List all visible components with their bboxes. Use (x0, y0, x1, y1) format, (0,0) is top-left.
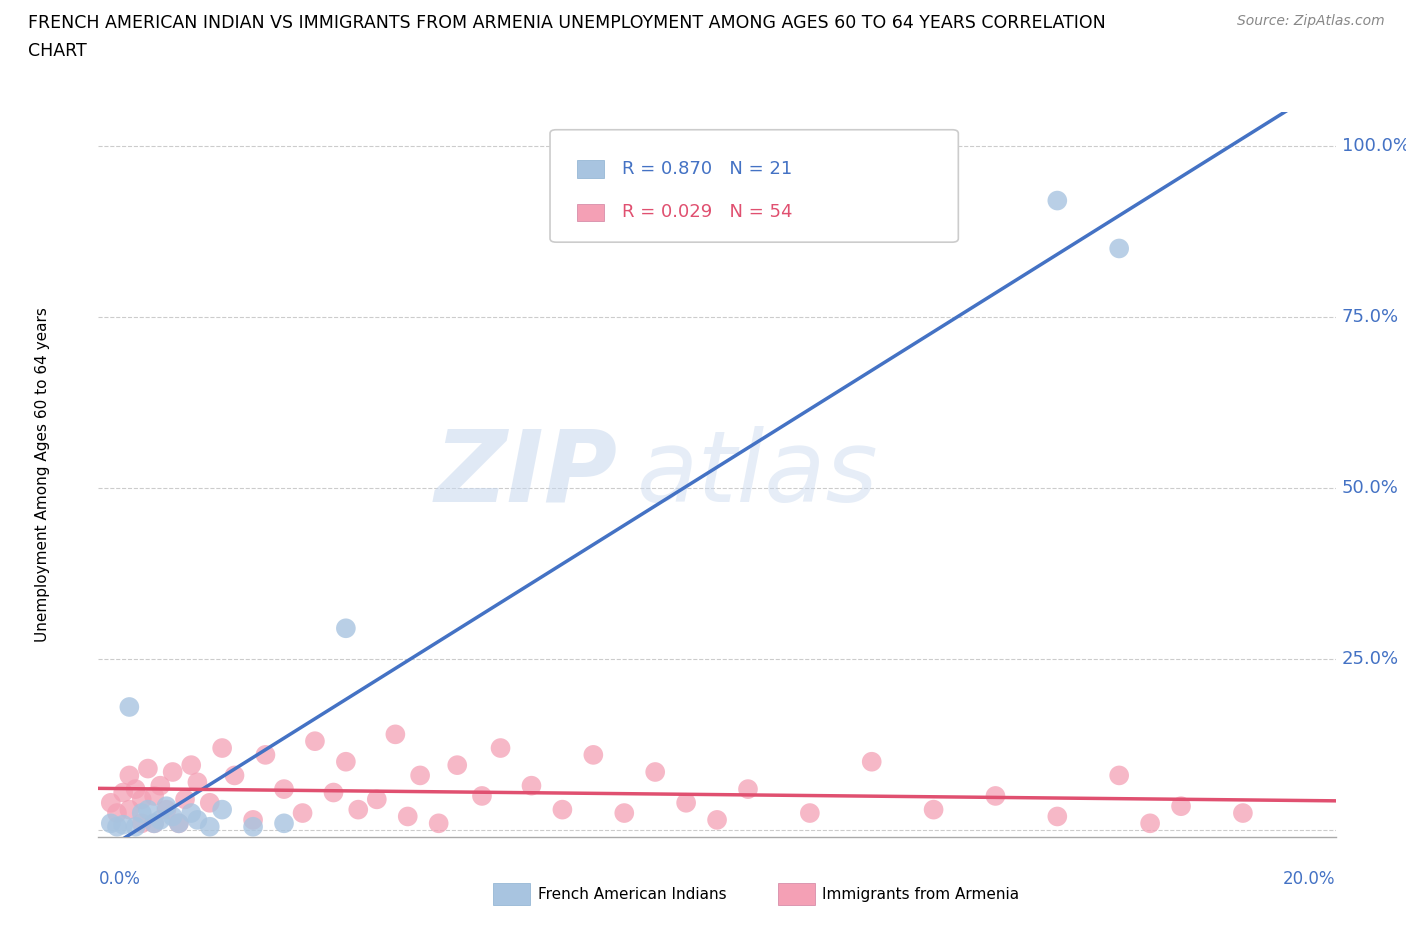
Point (366, 792, 388, 807)
Point (180, 758, 202, 773)
Point (143, 789, 166, 804)
Point (211, 740, 233, 755)
Point (335, 754, 357, 769)
Point (922, 803, 945, 817)
Point (675, 795, 697, 810)
Point (347, 803, 370, 817)
Point (143, 816, 166, 830)
Text: CHART: CHART (28, 42, 87, 60)
Point (1046, 193, 1069, 208)
Point (489, 740, 512, 755)
Point (100, 795, 122, 810)
Point (409, 768, 432, 783)
Point (254, 748, 277, 763)
Point (860, 754, 883, 769)
Point (118, 803, 141, 817)
Point (180, 805, 202, 820)
Point (118, 699, 141, 714)
Point (1232, 805, 1254, 820)
Point (131, 816, 153, 830)
Point (706, 813, 728, 828)
Text: French American Indians: French American Indians (537, 887, 727, 902)
Point (1046, 809, 1069, 824)
FancyBboxPatch shape (550, 130, 959, 242)
Point (737, 781, 759, 796)
Point (446, 758, 468, 773)
Text: Immigrants from Armenia: Immigrants from Armenia (823, 887, 1019, 902)
Text: FRENCH AMERICAN INDIAN VS IMMIGRANTS FROM ARMENIA UNEMPLOYMENT AMONG AGES 60 TO : FRENCH AMERICAN INDIAN VS IMMIGRANTS FRO… (28, 14, 1107, 32)
Point (273, 816, 295, 830)
Point (105, 805, 128, 820)
Point (291, 805, 314, 820)
Point (1108, 768, 1130, 783)
Point (167, 816, 190, 830)
Point (112, 785, 135, 800)
Point (224, 768, 246, 783)
Point (186, 813, 208, 828)
Point (143, 816, 166, 830)
Text: 20.0%: 20.0% (1284, 870, 1336, 887)
Point (186, 775, 208, 790)
FancyBboxPatch shape (578, 204, 605, 221)
Point (613, 805, 636, 820)
Point (273, 781, 295, 796)
Point (799, 805, 821, 820)
Point (242, 819, 264, 834)
Point (304, 734, 326, 749)
FancyBboxPatch shape (778, 884, 815, 905)
Text: Source: ZipAtlas.com: Source: ZipAtlas.com (1237, 14, 1385, 28)
Point (322, 785, 344, 800)
Point (124, 819, 146, 834)
Point (131, 805, 153, 820)
Point (149, 813, 172, 828)
Point (198, 795, 221, 810)
Point (644, 764, 666, 779)
Point (242, 813, 264, 828)
Point (131, 792, 153, 807)
Point (1139, 816, 1161, 830)
Point (427, 816, 450, 830)
Text: 0.0%: 0.0% (98, 870, 141, 887)
Point (174, 792, 197, 807)
Text: atlas: atlas (637, 426, 879, 523)
Text: 50.0%: 50.0% (1341, 479, 1399, 497)
Text: ZIP: ZIP (434, 426, 619, 523)
Point (100, 816, 122, 830)
Text: R = 0.029   N = 54: R = 0.029 N = 54 (621, 204, 792, 221)
Point (162, 764, 184, 779)
Point (155, 803, 177, 817)
Point (124, 781, 146, 796)
Point (136, 761, 159, 776)
FancyBboxPatch shape (494, 884, 530, 905)
Point (335, 621, 357, 636)
Point (149, 778, 172, 793)
Point (162, 809, 184, 824)
Text: Unemployment Among Ages 60 to 64 years: Unemployment Among Ages 60 to 64 years (35, 307, 51, 642)
Point (1170, 799, 1192, 814)
Point (1108, 241, 1130, 256)
Point (582, 748, 605, 763)
Point (211, 803, 233, 817)
Point (112, 817, 135, 832)
Point (136, 803, 159, 817)
Text: 75.0%: 75.0% (1341, 308, 1399, 326)
Point (105, 819, 128, 834)
Point (551, 803, 574, 817)
FancyBboxPatch shape (578, 160, 605, 178)
Point (155, 799, 177, 814)
Point (471, 789, 494, 804)
Point (520, 778, 543, 793)
Point (167, 816, 190, 830)
Point (984, 789, 1007, 804)
Text: 100.0%: 100.0% (1341, 137, 1406, 154)
Point (384, 727, 406, 742)
Text: 25.0%: 25.0% (1341, 650, 1399, 668)
Point (118, 768, 141, 783)
Point (198, 819, 221, 834)
Text: R = 0.870   N = 21: R = 0.870 N = 21 (621, 160, 792, 178)
Point (396, 809, 419, 824)
